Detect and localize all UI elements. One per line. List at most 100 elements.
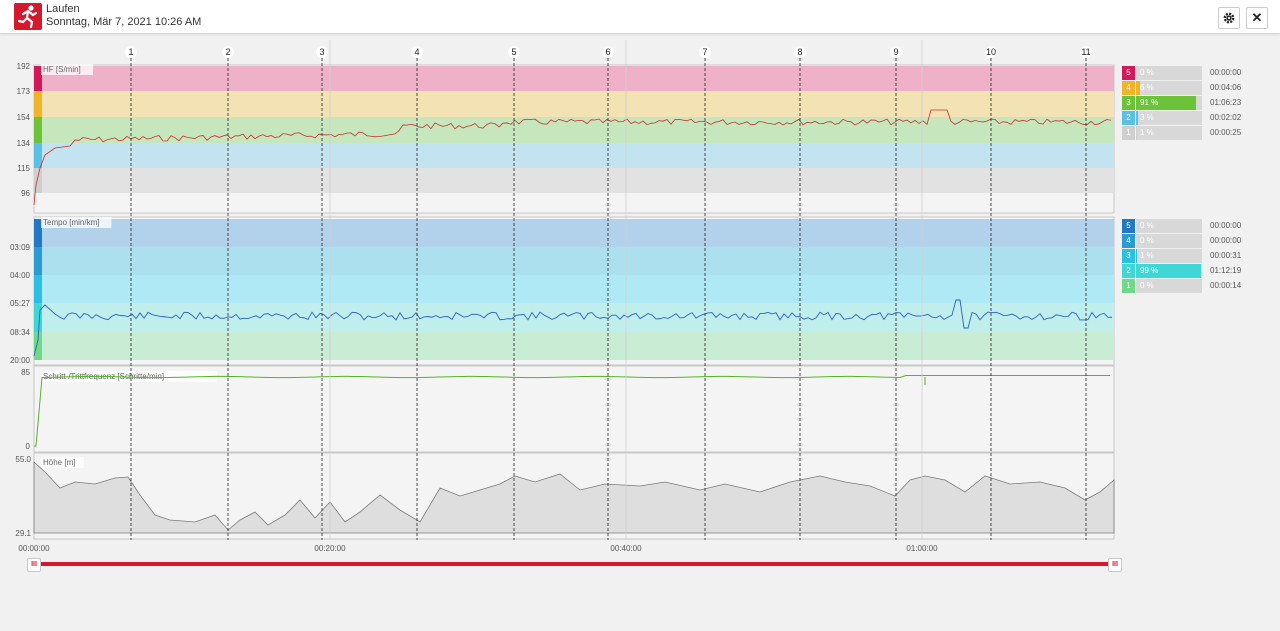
zone-time: 00:00:00 (1210, 68, 1242, 77)
zone-number: 5 (1122, 66, 1135, 80)
zone-percent: 0 % (1140, 236, 1154, 245)
pace-tick-label: 20:00 (10, 356, 31, 365)
hr-zone-band (34, 117, 1114, 143)
lap-number: 8 (797, 47, 802, 57)
zone-percent: 0 % (1140, 281, 1154, 290)
activity-date: Sonntag, Mär 7, 2021 10:26 AM (46, 16, 202, 28)
pace-zone-row: 2 99 % 01:12:19 (1122, 264, 1262, 278)
zone-percent-bar: 0 % (1136, 66, 1202, 80)
hr-zone-band (34, 66, 1114, 91)
pace-zone-band (34, 247, 1114, 275)
lap-marker-bg (890, 46, 902, 58)
hr-zone-strip (34, 168, 42, 193)
zone-percent-bar: 1 % (1136, 249, 1202, 263)
slider-left-handle[interactable]: III (27, 558, 41, 572)
hr-zone-row: 4 6 % 00:04:06 (1122, 81, 1262, 95)
zone-number: 3 (1122, 96, 1135, 110)
gear-icon (1223, 12, 1235, 24)
cadence-tick-label: 0 (26, 442, 31, 451)
lap-number: 3 (319, 47, 324, 57)
pace-zone-row: 3 1 % 00:00:31 (1122, 249, 1262, 263)
lap-marker-bg (316, 46, 328, 58)
hr-tick-label: 134 (17, 139, 31, 148)
activity-chart[interactable]: 1921731541341159603:0904:0005:2708:3420:… (0, 34, 1280, 574)
pace-panel-label: Tempo [min/km] (41, 217, 112, 228)
zone-time: 00:00:00 (1210, 236, 1242, 245)
lap-marker-bg (602, 46, 614, 58)
svg-text:Höhe [m]: Höhe [m] (43, 458, 75, 467)
altitude-tick-label: 29.1 (15, 529, 31, 538)
hr-zone-row: 5 0 % 00:00:00 (1122, 66, 1262, 80)
pace-zone-row: 4 0 % 00:00:00 (1122, 234, 1262, 248)
pace-zone-strip (34, 332, 42, 360)
lap-number: 6 (605, 47, 610, 57)
pace-tick-label: 08:34 (10, 328, 31, 337)
zone-percent: 0 % (1140, 221, 1154, 230)
cadence-panel (33, 365, 1115, 453)
pace-zone-strip (34, 275, 42, 303)
lap-number: 4 (414, 47, 419, 57)
time-axis-label: 00:40:00 (610, 544, 642, 553)
zone-fill (1136, 249, 1137, 263)
zone-percent: 6 % (1140, 83, 1154, 92)
hr-zone-row: 1 1 % 00:00:25 (1122, 126, 1262, 140)
lap-number: 9 (893, 47, 898, 57)
pace-zone-strip (34, 219, 42, 247)
zone-time: 00:02:02 (1210, 113, 1242, 122)
zone-percent-bar: 0 % (1136, 279, 1202, 293)
cadence-line (34, 375, 1110, 447)
lap-marker-bg (411, 46, 423, 58)
time-range-slider[interactable] (38, 562, 1114, 566)
zone-number: 4 (1122, 81, 1135, 95)
zone-time: 00:00:14 (1210, 281, 1242, 290)
activity-title: Laufen (46, 3, 80, 15)
lap-marker-bg (794, 46, 806, 58)
zone-time: 00:00:25 (1210, 128, 1242, 137)
time-axis-label: 00:00:00 (18, 544, 50, 553)
pace-zone-strip (34, 247, 42, 275)
time-axis-label: 00:20:00 (314, 544, 346, 553)
lap-number: 10 (986, 47, 996, 57)
pace-zone-band (34, 332, 1114, 360)
zone-fill (1136, 111, 1138, 125)
running-person-icon (14, 3, 42, 30)
lap-number: 11 (1081, 47, 1090, 57)
zone-time: 00:04:06 (1210, 83, 1242, 92)
header-bar: Laufen Sonntag, Mär 7, 2021 10:26 AM ✕ (0, 0, 1280, 34)
zone-percent: 1 % (1140, 128, 1154, 137)
altitude-panel-label: Höhe [m] (41, 457, 84, 468)
zone-percent-bar: 91 % (1136, 96, 1202, 110)
zone-fill (1136, 126, 1137, 140)
zone-percent-bar: 1 % (1136, 126, 1202, 140)
hr-tick-label: 173 (17, 87, 31, 96)
settings-button[interactable] (1218, 7, 1240, 29)
zone-time: 00:00:00 (1210, 221, 1242, 230)
pace-line (33, 299, 1113, 357)
svg-text:HF [S/min]: HF [S/min] (43, 65, 81, 74)
lap-marker-bg (125, 46, 137, 58)
close-button[interactable]: ✕ (1246, 7, 1268, 29)
time-axis-label: 01:00:00 (906, 544, 938, 553)
zone-fill (1136, 81, 1140, 95)
slider-right-handle[interactable]: III (1108, 558, 1122, 572)
zone-time: 01:12:19 (1210, 266, 1242, 275)
lap-marker-bg (1080, 46, 1092, 58)
zone-fill (1136, 96, 1197, 110)
pace-zone-row: 1 0 % 00:00:14 (1122, 279, 1262, 293)
hr-tick-label: 96 (21, 189, 30, 198)
zone-fill (1136, 264, 1202, 278)
hr-zone-strip (34, 143, 42, 168)
zone-percent-bar: 99 % (1136, 264, 1202, 278)
hr-zone-strip (34, 91, 42, 117)
hr-panel-label: HF [S/min] (41, 64, 93, 75)
altitude-area (33, 461, 1115, 534)
zone-number: 4 (1122, 234, 1135, 248)
lap-number: 5 (511, 47, 516, 57)
zone-percent: 1 % (1140, 251, 1154, 260)
hr-zone-band (34, 91, 1114, 117)
pace-zone-band (34, 303, 1114, 332)
zone-percent-bar: 0 % (1136, 234, 1202, 248)
pace-zone-row: 5 0 % 00:00:00 (1122, 219, 1262, 233)
pace-tick-label: 04:00 (10, 271, 31, 280)
zone-time: 01:06:23 (1210, 98, 1242, 107)
